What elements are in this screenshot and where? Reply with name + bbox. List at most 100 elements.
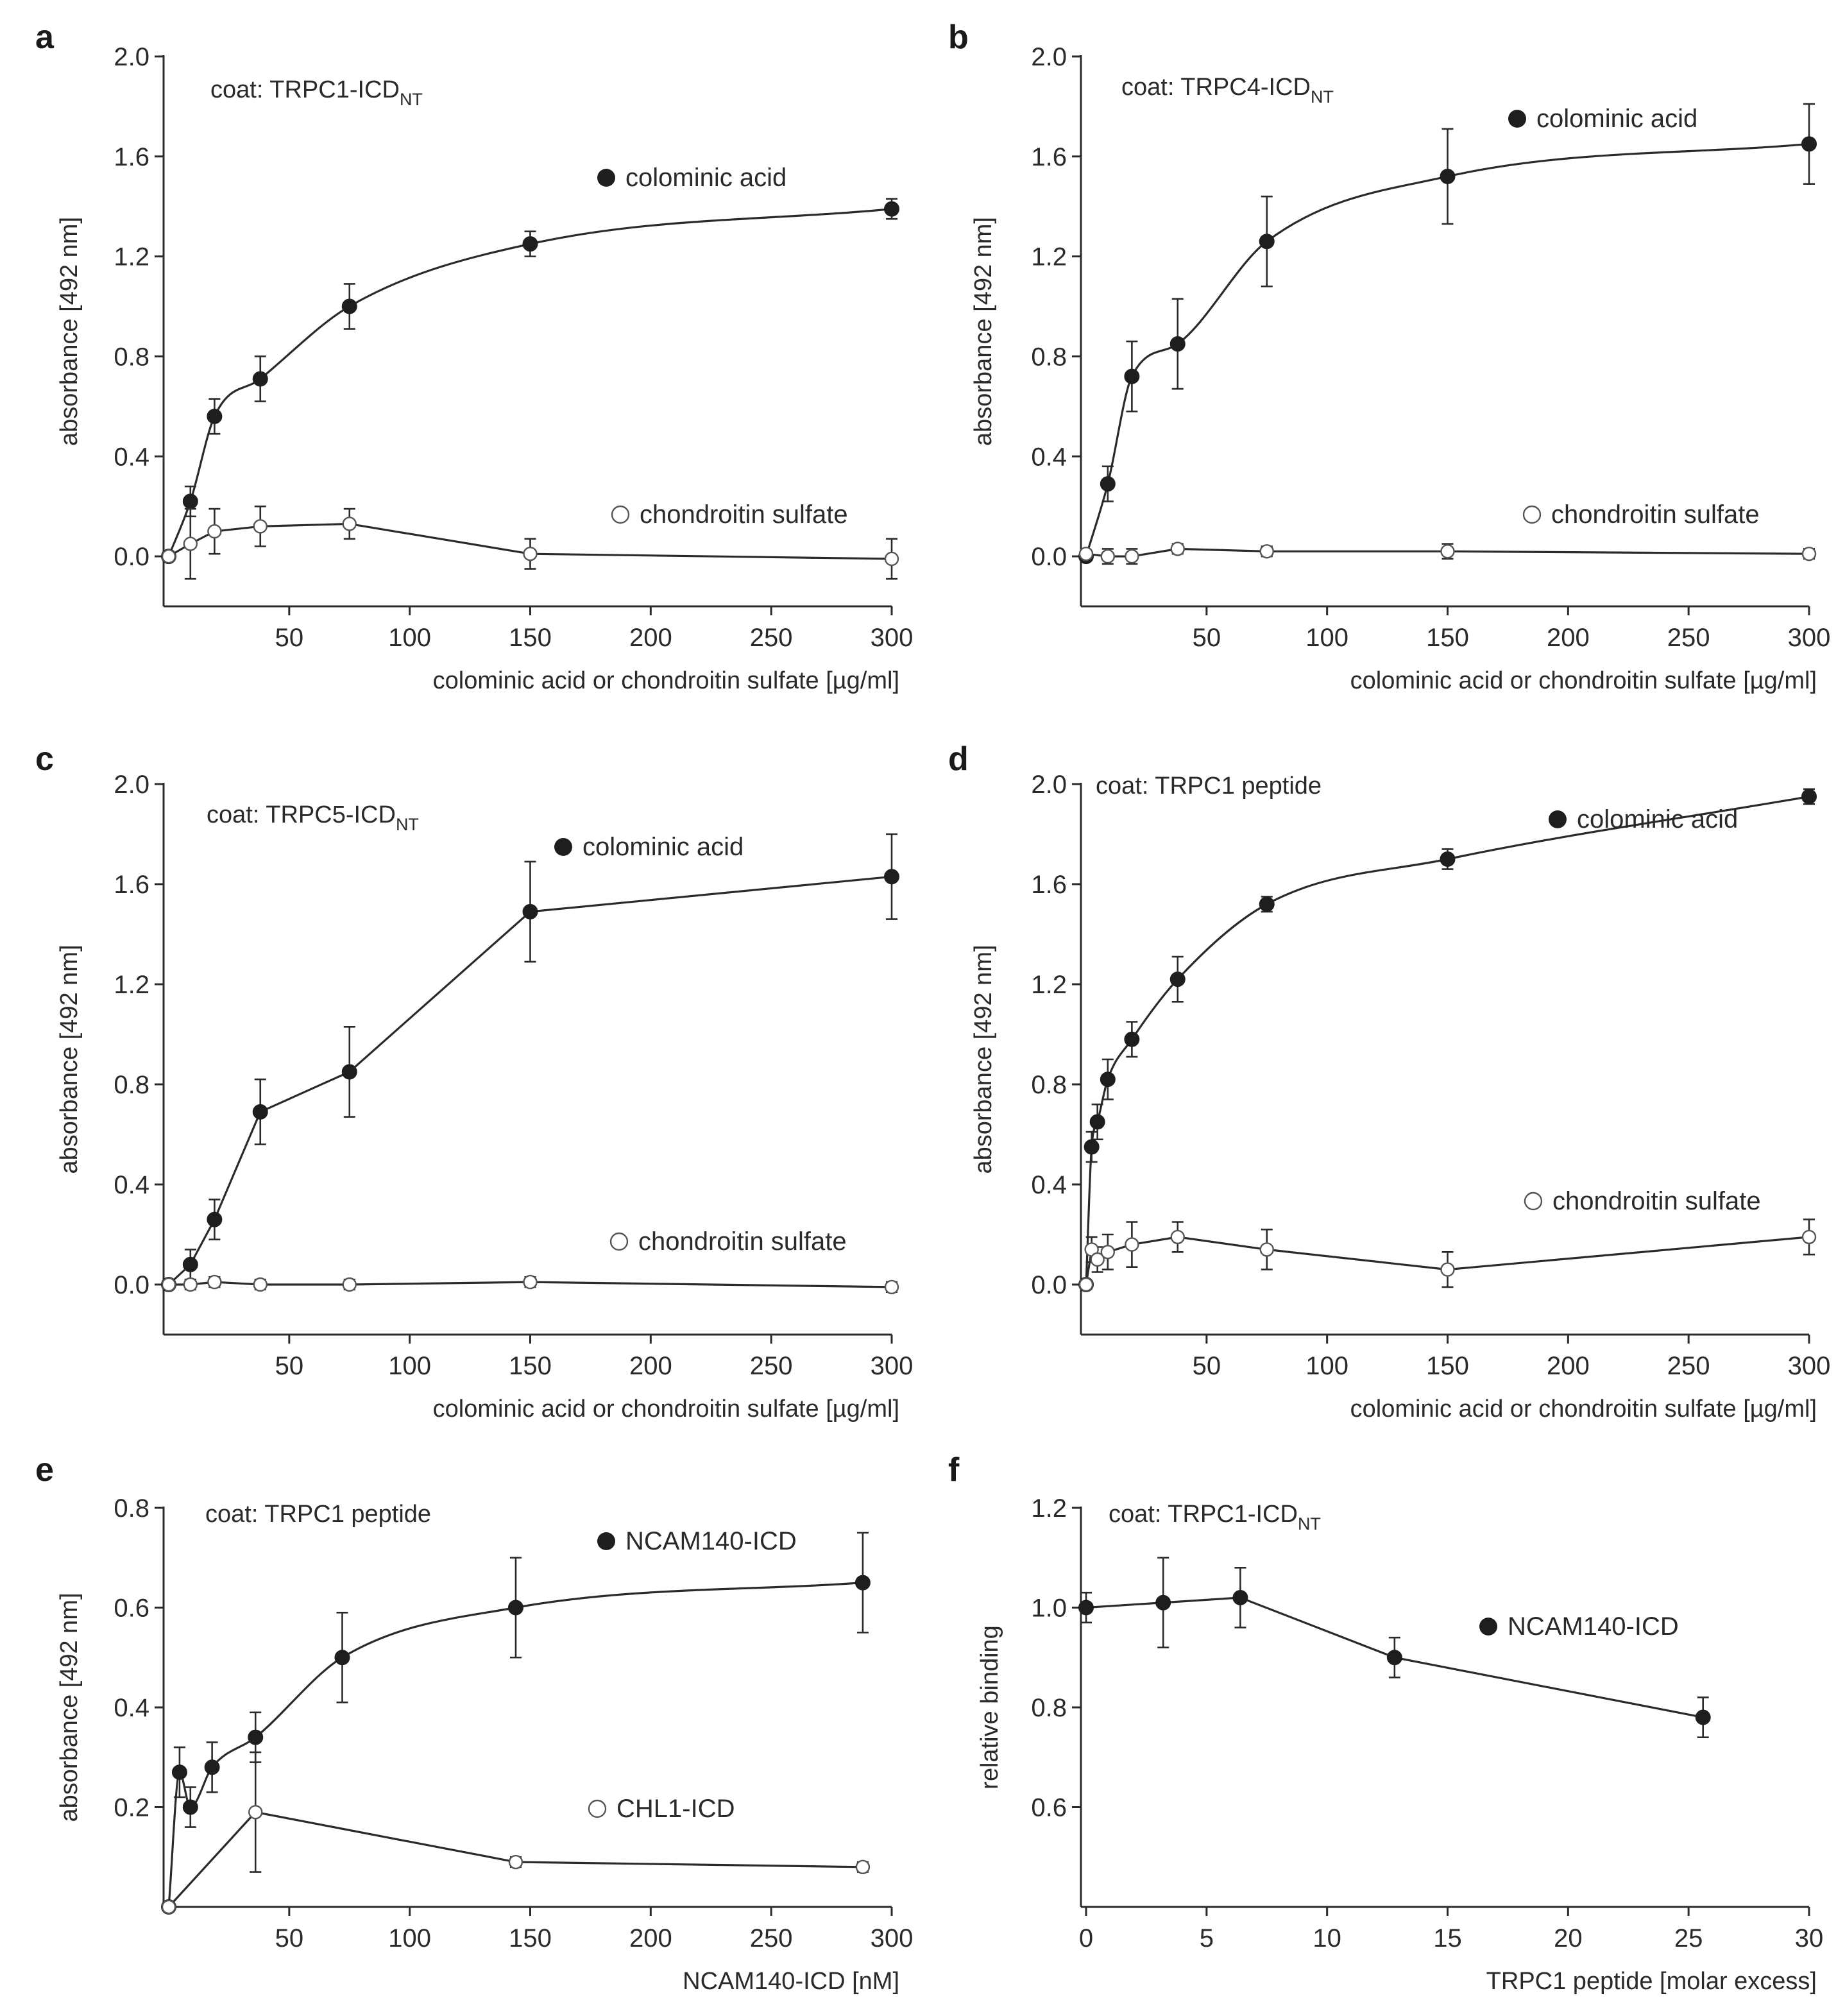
y-axis-title: absorbance [492 nm] xyxy=(970,944,997,1174)
legend-marker-open xyxy=(1524,1192,1543,1211)
data-point-open xyxy=(523,1274,538,1290)
y-tick-label: 0.6 xyxy=(1031,1794,1067,1822)
coat-label-main: coat: TRPC1-ICD xyxy=(1109,1501,1298,1528)
panel-letter-e: e xyxy=(35,1451,54,1489)
data-point-filled xyxy=(854,1575,871,1591)
y-tick-label: 0.6 xyxy=(114,1594,149,1623)
legend-marker-filled xyxy=(597,169,615,187)
y-tick-label: 1.2 xyxy=(114,243,149,271)
data-point-open xyxy=(183,536,198,551)
x-tick-label: 0 xyxy=(1079,1924,1093,1952)
legend-marker-open xyxy=(1522,505,1542,524)
data-point-filled xyxy=(1259,234,1275,250)
coat-label-subscript: NT xyxy=(400,90,423,109)
legend-label: CHL1-ICD xyxy=(616,1795,735,1823)
panel-letter-d: d xyxy=(948,740,969,778)
legend-marker-filled xyxy=(1479,1618,1497,1636)
data-point-filled xyxy=(207,1211,223,1227)
data-point-open xyxy=(253,519,268,534)
data-point-filled xyxy=(1100,476,1116,492)
coat-label: coat: TRPC5-ICDNT xyxy=(207,801,419,834)
x-tick-label: 100 xyxy=(388,1352,431,1380)
data-point-open xyxy=(183,1277,198,1292)
y-tick-label: 1.2 xyxy=(1031,243,1067,271)
data-point-filled xyxy=(1801,136,1817,152)
data-point-filled xyxy=(522,236,538,252)
y-axis-title: absorbance [492 nm] xyxy=(56,1593,83,1822)
data-point-filled xyxy=(522,903,538,919)
x-axis-title: colominic acid or chondroitin sulfate [µ… xyxy=(1350,1396,1817,1422)
x-axis-title: colominic acid or chondroitin sulfate [µ… xyxy=(433,1396,899,1422)
x-tick-label: 150 xyxy=(509,1924,552,1952)
y-tick-label: 1.6 xyxy=(114,143,149,171)
x-tick-label: 50 xyxy=(1193,624,1221,652)
data-point-filled xyxy=(1100,1072,1116,1088)
data-point-filled xyxy=(182,493,198,509)
panel-e: e 0.2 0.4 0.6 0.8 50 100 150 200 250 300 NCAM140-IC… xyxy=(35,1451,913,1995)
legend-label: colominic acid xyxy=(1577,805,1738,833)
legend-marker-filled xyxy=(1549,810,1567,828)
panel-a: a 0.0 0.4 0.8 1.2 1.6 2.0 50 100 150 200 250 300 colo… xyxy=(35,19,913,694)
x-tick-label: 10 xyxy=(1313,1924,1341,1952)
x-tick-label: 250 xyxy=(1667,1352,1710,1380)
data-point-filled xyxy=(1440,168,1456,184)
series-chondroitin-sulfate xyxy=(1078,542,1817,565)
x-tick-label: 30 xyxy=(1795,1924,1824,1952)
y-tick-label: 0.0 xyxy=(1031,543,1067,571)
data-point-filled xyxy=(1155,1594,1171,1610)
y-tick-label: 0.8 xyxy=(114,1494,149,1523)
y-tick-label: 0.8 xyxy=(114,1071,149,1099)
y-tick-label: 2.0 xyxy=(1031,43,1067,71)
x-tick-label: 100 xyxy=(1305,624,1348,652)
series-chondroitin-sulfate xyxy=(161,1274,899,1295)
data-point-filled xyxy=(1124,368,1140,384)
series-ncam140-icd xyxy=(1078,1557,1711,1738)
coat-label-main: coat: TRPC1-ICD xyxy=(210,76,400,103)
x-tick-label: 150 xyxy=(509,1352,552,1380)
data-point-open xyxy=(161,1899,176,1915)
data-point-filled xyxy=(252,1104,268,1120)
data-point-open xyxy=(1078,546,1094,561)
x-tick-label: 50 xyxy=(275,1924,304,1952)
data-point-open xyxy=(1125,549,1139,564)
x-axis-title: TRPC1 peptide [molar excess] xyxy=(1486,1968,1817,1995)
y-tick-label: 0.8 xyxy=(1031,1694,1067,1722)
coat-label-main: coat: TRPC1 peptide xyxy=(205,1501,431,1528)
data-point-filled xyxy=(341,1064,357,1080)
x-tick-label: 250 xyxy=(750,1352,793,1380)
data-point-open xyxy=(508,1854,523,1870)
x-tick-label: 150 xyxy=(509,624,552,652)
data-point-open xyxy=(884,551,899,567)
legend-marker-filled xyxy=(597,1532,615,1550)
data-point-filled xyxy=(171,1764,187,1781)
y-tick-label: 0.0 xyxy=(114,1271,149,1299)
legend-label: NCAM140-ICD xyxy=(625,1527,797,1555)
panel-letter-f: f xyxy=(948,1451,960,1489)
data-point-filled xyxy=(1169,971,1186,987)
y-tick-label: 2.0 xyxy=(114,771,149,799)
y-tick-label: 0.8 xyxy=(114,343,149,371)
y-tick-label: 0.2 xyxy=(114,1794,149,1822)
x-tick-label: 200 xyxy=(629,624,672,652)
data-point-open xyxy=(1801,546,1817,561)
data-point-open xyxy=(855,1859,871,1875)
x-tick-label: 25 xyxy=(1674,1924,1703,1952)
data-point-open xyxy=(1170,1229,1185,1245)
legend-marker-open xyxy=(609,1232,629,1251)
data-point-open xyxy=(1100,549,1116,564)
legend-label: colominic acid xyxy=(582,833,744,861)
data-point-open xyxy=(523,546,538,561)
y-axis-title: absorbance [492 nm] xyxy=(970,217,997,446)
x-tick-label: 250 xyxy=(750,1924,793,1952)
y-tick-label: 1.6 xyxy=(1031,143,1067,171)
data-point-open xyxy=(161,549,176,564)
data-point-filled xyxy=(204,1759,220,1775)
legend-label: chondroitin sulfate xyxy=(1551,500,1760,529)
x-tick-label: 20 xyxy=(1554,1924,1583,1952)
y-tick-label: 0.4 xyxy=(1031,443,1067,471)
data-point-filled xyxy=(1084,1139,1100,1155)
data-point-open xyxy=(161,1277,176,1292)
coat-label-main: coat: TRPC1 peptide xyxy=(1096,773,1322,799)
x-tick-label: 100 xyxy=(388,1924,431,1952)
